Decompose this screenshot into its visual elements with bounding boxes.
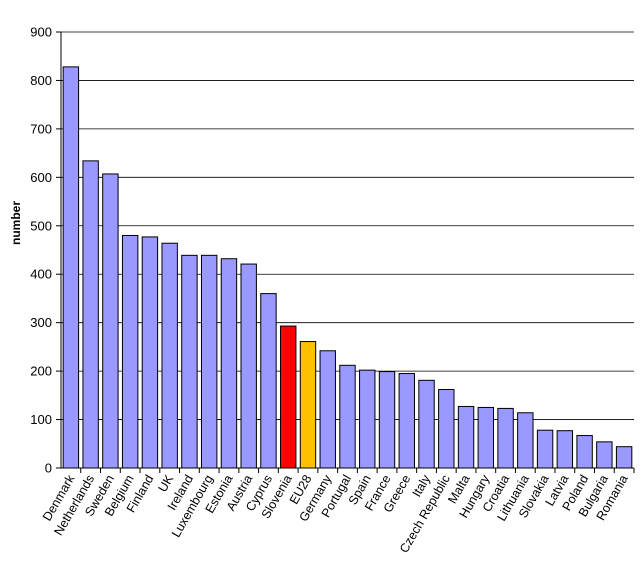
bar-hungary — [477, 406, 495, 469]
bar-poland — [576, 435, 593, 469]
y-tick-label: 200 — [30, 364, 52, 379]
y-tick-label: 0 — [45, 461, 52, 476]
bar-austria — [240, 263, 257, 469]
y-tick-label: 300 — [30, 315, 52, 330]
bar-sweden — [102, 173, 119, 469]
y-tick-labels: 0 100 200 300 400 500 600 700 800 900 — [30, 25, 52, 476]
bar-slovakia — [536, 429, 554, 469]
y-tick-label: 400 — [30, 267, 52, 282]
bar-croatia — [497, 407, 514, 469]
bar-cyprus — [260, 293, 277, 469]
category-labels: DenmarkNetherlandsSwedenBelgiumFinlandUK… — [40, 472, 631, 555]
bar-denmark — [62, 66, 80, 469]
bar-uk — [161, 242, 178, 469]
bar-eu28 — [299, 341, 317, 469]
bar-greece — [398, 373, 415, 469]
bar-bulgaria — [596, 441, 613, 469]
bar-portugal — [339, 364, 356, 469]
bar-slovenia — [280, 325, 297, 469]
bars — [62, 66, 635, 473]
bar-belgium — [121, 234, 139, 469]
bar-latvia — [556, 430, 574, 469]
y-tick-label: 100 — [30, 412, 52, 427]
bar-czech-republic — [438, 389, 455, 469]
y-tick-label: 500 — [30, 218, 52, 233]
y-axis-title: number — [9, 201, 23, 245]
bar-ireland — [181, 254, 198, 469]
bar-romania — [615, 446, 633, 469]
bar-finland — [141, 236, 159, 469]
bar-italy — [418, 379, 435, 469]
y-tick-label: 800 — [30, 73, 52, 88]
y-tick-label: 900 — [30, 25, 52, 40]
bar-netherlands — [82, 160, 99, 469]
bar-luxembourg — [200, 254, 218, 469]
bar-france — [378, 371, 396, 469]
y-tick-label: 600 — [30, 170, 52, 185]
y-tick-label: 700 — [30, 121, 52, 136]
bar-germany — [319, 350, 336, 469]
bar-spain — [359, 369, 376, 469]
bar-malta — [457, 405, 475, 469]
bar-lithuania — [517, 412, 534, 469]
bar-estonia — [220, 258, 238, 469]
axes — [60, 32, 634, 469]
